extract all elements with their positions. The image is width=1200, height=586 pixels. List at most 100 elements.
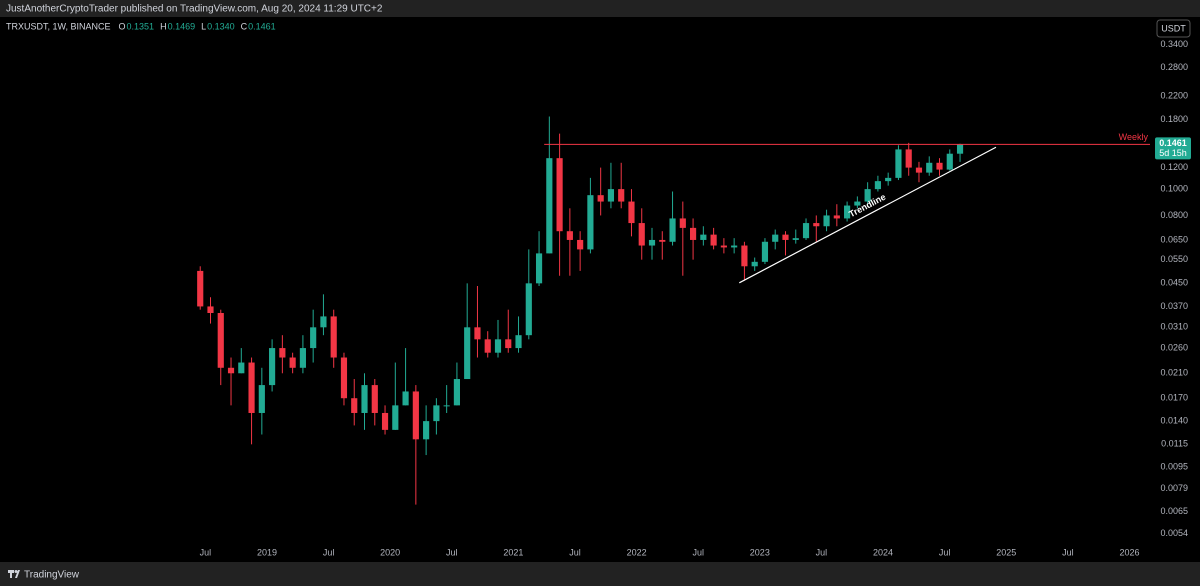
candle-body (813, 223, 820, 227)
candle-body (720, 245, 727, 248)
candle-body (464, 327, 471, 380)
candle-body (679, 218, 686, 228)
candle-body (227, 367, 235, 374)
legend-value: 0.1461 (248, 21, 276, 31)
price-axis (1150, 17, 1200, 545)
candle-body (361, 385, 368, 413)
candle-body (443, 405, 450, 407)
candle-body (638, 223, 645, 246)
candle-body (802, 223, 810, 239)
x-tick-label: 2023 (750, 547, 770, 557)
y-tick-label: 0.0210 (1160, 368, 1188, 378)
candle-body (700, 234, 707, 240)
currency-button[interactable]: USDT (1156, 19, 1191, 38)
y-tick-label: 0.0370 (1160, 301, 1188, 311)
x-tick-label: 2025 (996, 547, 1016, 557)
candle-body (258, 385, 265, 413)
candle-body (946, 153, 953, 170)
candle-body (597, 195, 604, 202)
candle-body (956, 144, 964, 154)
candle-body (299, 348, 306, 368)
last-price: 0.1461 (1159, 138, 1187, 148)
y-tick-label: 0.0054 (1160, 528, 1188, 538)
x-tick-label: Jul (692, 547, 704, 557)
candle-body (381, 412, 389, 430)
candle-body (371, 385, 378, 413)
candle-body (659, 239, 666, 242)
candle-body (330, 316, 337, 358)
candle-body (587, 195, 594, 250)
horizontal-line-label: Weekly (1119, 132, 1149, 142)
candle-body (453, 379, 460, 406)
x-tick-label: Jul (200, 547, 212, 557)
legend-value: 0.1469 (168, 21, 196, 31)
last-price-box (1155, 137, 1191, 160)
candle-body (556, 158, 563, 232)
candle-body (648, 239, 656, 246)
candle-body (936, 162, 943, 170)
candle-body (895, 149, 902, 178)
candle-body (782, 234, 789, 240)
y-tick-label: 0.0310 (1160, 322, 1188, 332)
candle-body (874, 181, 881, 190)
y-tick-label: 0.1200 (1160, 162, 1188, 172)
candle-body (535, 253, 543, 284)
x-tick-label: Jul (569, 547, 581, 557)
y-tick-label: 0.0650 (1160, 234, 1188, 244)
currency-button-frame[interactable] (1156, 19, 1191, 38)
y-tick-label: 0.0115 (1161, 439, 1188, 449)
x-tick-label: Jul (939, 547, 951, 557)
candle-body (546, 158, 553, 254)
y-tick-label: 0.0065 (1160, 506, 1188, 516)
candle-body (402, 391, 409, 406)
legend-value: 0.1351 (127, 21, 155, 31)
legend-key: L (201, 21, 206, 31)
candle-body (392, 405, 399, 430)
candle-body (669, 218, 676, 242)
candle-body (751, 261, 758, 267)
candle-body (566, 231, 573, 240)
legend-key: H (160, 21, 167, 31)
candle-body (905, 149, 912, 168)
candle-body (248, 362, 255, 413)
candle-body (207, 306, 214, 313)
x-tick-label: 2022 (627, 547, 647, 557)
brand: TradingView (24, 570, 80, 581)
y-tick-label: 0.2800 (1160, 62, 1188, 72)
x-tick-label: Jul (816, 547, 828, 557)
candle-body (607, 189, 615, 202)
candle-body (474, 327, 481, 340)
legend-value: 0.1340 (207, 21, 235, 31)
candle-body (690, 227, 697, 240)
candle-body (823, 215, 830, 227)
candle-body (864, 189, 871, 202)
x-tick-label: 2019 (257, 547, 277, 557)
publisher: JustAnotherCryptoTrader published on Tra… (6, 4, 383, 15)
y-tick-label: 0.0095 (1160, 461, 1188, 471)
currency[interactable]: USDT (1161, 23, 1186, 33)
x-tick-label: 2026 (1119, 547, 1139, 557)
candle-body (433, 405, 440, 422)
countdown: 5d 15h (1159, 148, 1187, 158)
symbol: TRXUSDT, 1W, BINANCE (6, 21, 111, 31)
candle-body (515, 335, 522, 349)
candle-body (269, 348, 276, 386)
candle-body (351, 398, 358, 413)
tradingview-logo (8, 570, 20, 578)
y-tick-label: 0.1800 (1160, 114, 1188, 124)
y-tick-label: 0.0450 (1160, 278, 1188, 288)
candle-body (320, 316, 327, 328)
candle-body (710, 234, 717, 246)
x-tick-label: 2024 (873, 547, 893, 557)
y-tick-label: 0.0260 (1160, 342, 1188, 352)
candle-body (844, 205, 851, 219)
candle-body (854, 201, 861, 206)
candle-body (618, 189, 625, 202)
y-tick-label: 0.0079 (1160, 483, 1188, 493)
candle-body (505, 339, 512, 349)
candle-body (761, 241, 769, 262)
y-tick-label: 0.0140 (1160, 415, 1188, 425)
x-tick-label: 2021 (503, 547, 523, 557)
legend-key: C (241, 21, 248, 31)
